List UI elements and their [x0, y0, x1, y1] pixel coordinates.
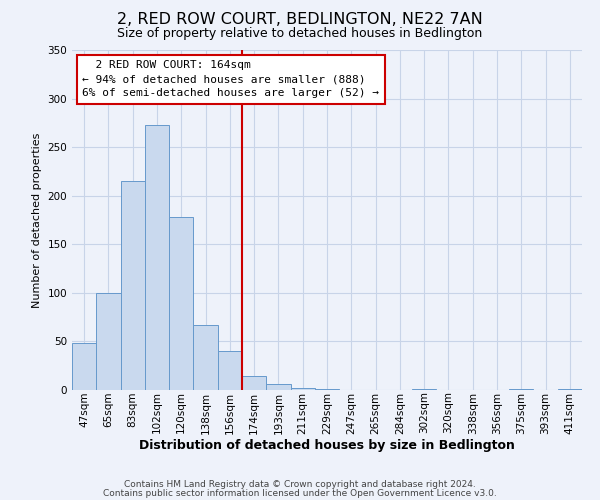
Bar: [169, 217, 193, 390]
Bar: [145, 125, 169, 390]
Bar: [412, 389, 436, 390]
Bar: [193, 325, 218, 390]
Bar: [218, 351, 242, 390]
Y-axis label: Number of detached properties: Number of detached properties: [32, 132, 42, 308]
Bar: [315, 389, 339, 390]
Bar: [72, 344, 96, 390]
Text: Size of property relative to detached houses in Bedlington: Size of property relative to detached ho…: [118, 28, 482, 40]
Text: Contains HM Land Registry data © Crown copyright and database right 2024.: Contains HM Land Registry data © Crown c…: [124, 480, 476, 489]
Text: Contains public sector information licensed under the Open Government Licence v3: Contains public sector information licen…: [103, 488, 497, 498]
Bar: [121, 181, 145, 390]
Bar: [558, 389, 582, 390]
Bar: [290, 388, 315, 390]
Bar: [242, 376, 266, 390]
Bar: [96, 293, 121, 390]
X-axis label: Distribution of detached houses by size in Bedlington: Distribution of detached houses by size …: [139, 439, 515, 452]
Text: 2, RED ROW COURT, BEDLINGTON, NE22 7AN: 2, RED ROW COURT, BEDLINGTON, NE22 7AN: [117, 12, 483, 28]
Bar: [509, 389, 533, 390]
Bar: [266, 384, 290, 390]
Text: 2 RED ROW COURT: 164sqm  
← 94% of detached houses are smaller (888)
6% of semi-: 2 RED ROW COURT: 164sqm ← 94% of detache…: [82, 60, 379, 98]
